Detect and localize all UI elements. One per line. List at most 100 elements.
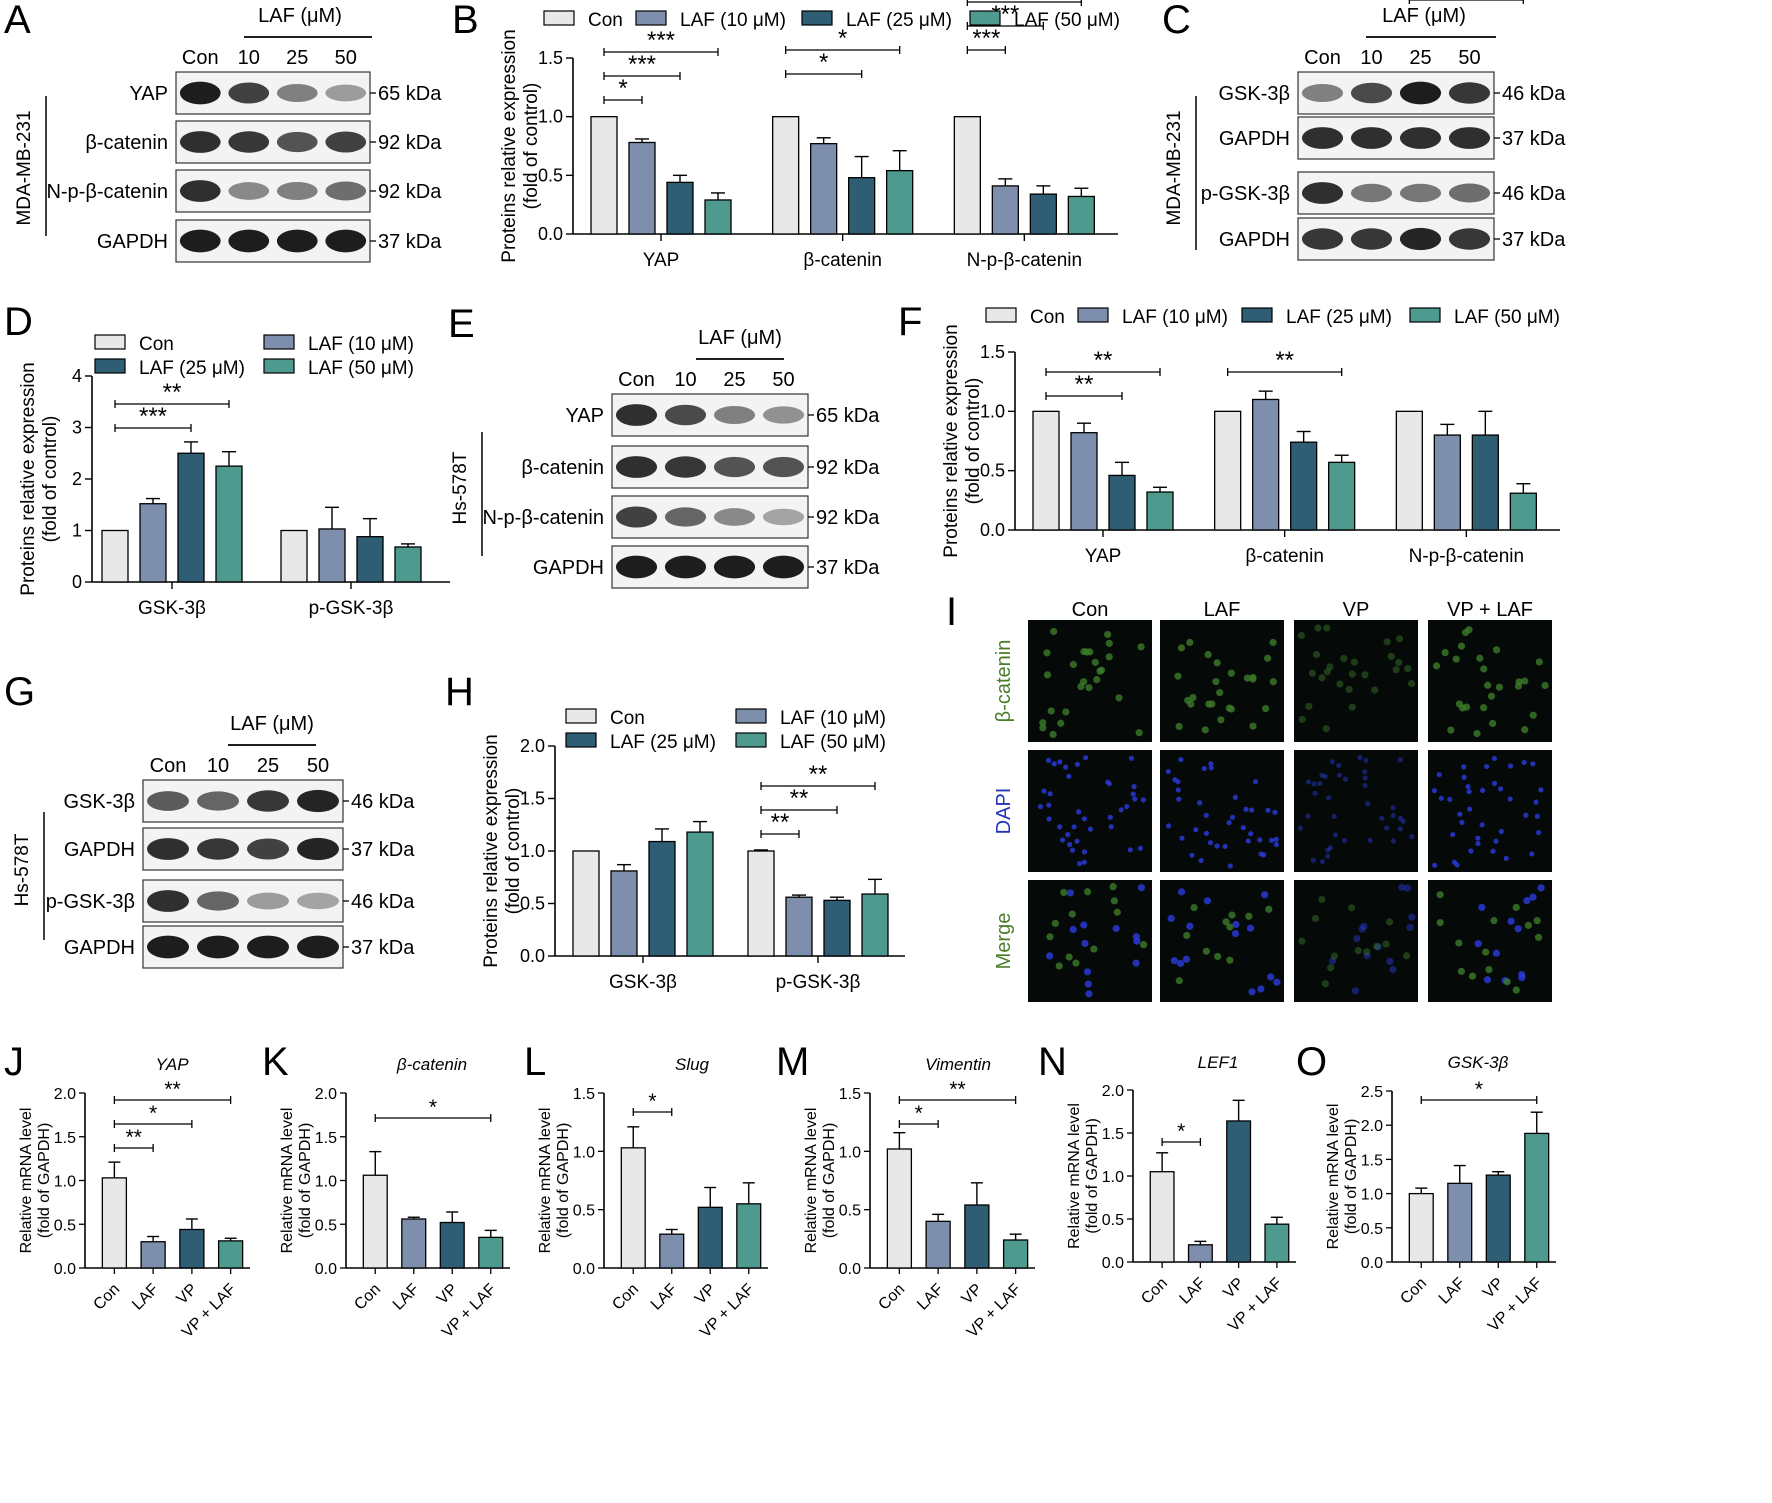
y-tick-label: 1.5 [538, 48, 563, 68]
blot-band [1301, 83, 1344, 103]
x-tick-label: Con [351, 1281, 384, 1314]
blot-band [1350, 127, 1393, 149]
panel-label-c: C [1162, 0, 1191, 42]
if-cell [1265, 807, 1271, 813]
if-cell [1358, 925, 1366, 933]
if-cell [1482, 948, 1490, 956]
if-cell [1354, 947, 1362, 955]
bar [1433, 434, 1461, 531]
if-cell [1272, 809, 1278, 815]
row-label: β-catenin [521, 457, 604, 479]
if-cell [1478, 903, 1486, 911]
if-cell [1081, 849, 1088, 855]
if-cell [1512, 903, 1520, 912]
if-cell [1323, 668, 1331, 676]
sig-label: ** [1094, 347, 1113, 374]
if-cell [1487, 692, 1496, 700]
y-axis-label: Relative mRNA level [537, 1108, 554, 1254]
y-tick-label: 0.0 [520, 946, 545, 966]
if-cell [1514, 925, 1522, 933]
bar [1264, 1223, 1290, 1263]
if-cell [1402, 952, 1411, 960]
if-cell [1077, 682, 1085, 691]
bar [686, 831, 714, 957]
row-label: GAPDH [1219, 128, 1290, 150]
panel-label-i: I [946, 590, 958, 634]
if-cell [1051, 919, 1059, 928]
if-cell [1450, 831, 1456, 838]
x-tick-label: VP [1480, 1275, 1507, 1302]
if-cell [1521, 677, 1529, 685]
if-cell [1490, 917, 1498, 925]
if-cell [1229, 814, 1236, 820]
y-axis-label: Relative mRNA level [1066, 1103, 1083, 1249]
if-cell [1480, 665, 1488, 673]
if-cell [1176, 796, 1182, 802]
if-cell [1387, 652, 1395, 660]
if-cell [1529, 893, 1537, 901]
y-axis-label: (fold of control) [40, 416, 61, 543]
y-axis-label: (fold of GAPDH) [36, 1123, 53, 1239]
if-cell [1175, 722, 1183, 731]
if-cell [1118, 807, 1124, 813]
if-cell [1305, 779, 1312, 785]
y-axis-label: Relative mRNA level [803, 1108, 820, 1254]
if-cell [1362, 782, 1368, 789]
if-cell [1124, 803, 1130, 810]
if-cell [1297, 631, 1306, 640]
sig-label: * [618, 75, 627, 102]
if-cell [1382, 940, 1390, 948]
if-cell [1140, 797, 1146, 803]
if-cell [1257, 985, 1265, 993]
if-cell [1503, 855, 1509, 861]
y-tick-label: 0.0 [538, 224, 563, 244]
panel-label-g: G [4, 670, 36, 714]
panel-label-m: M [776, 1040, 810, 1084]
if-cell [1201, 726, 1209, 734]
y-tick-label: 0 [72, 572, 82, 592]
y-axis-label: Relative mRNA level [279, 1108, 296, 1254]
chart-title: Vimentin [925, 1055, 991, 1074]
if-cell [1468, 848, 1474, 854]
kda-label: 37 kDa [351, 937, 415, 959]
y-axis-label: (fold of control) [521, 83, 542, 210]
chart-m: 0.0 0.5 1.0 1.5 Relative mRNA level (fold of … [803, 1055, 1035, 1341]
blot-band [228, 131, 270, 153]
if-cell [1085, 684, 1093, 692]
if-cell [1491, 780, 1498, 786]
panel-label-j: J [4, 1040, 24, 1084]
if-cell [1232, 794, 1239, 800]
sig-label: ** [163, 379, 182, 406]
if-cell [1130, 791, 1136, 797]
if-cell [1264, 654, 1272, 662]
if-cell [1328, 957, 1337, 965]
if-cell [1498, 828, 1504, 835]
if-cell [1452, 655, 1460, 663]
row-label: GAPDH [533, 557, 604, 579]
if-cell [1473, 729, 1481, 738]
if-cell [1451, 859, 1458, 865]
legend-swatch [635, 10, 667, 26]
bar [401, 1218, 427, 1269]
if-cell [1523, 812, 1529, 818]
if-cell [1041, 788, 1047, 794]
chart-n: 0.0 0.5 1.0 1.5 2.0 Relative mRNA level (fold … [1066, 1053, 1296, 1335]
if-cell [1512, 986, 1520, 994]
if-cell [1360, 922, 1368, 930]
if-cell [1365, 801, 1371, 807]
blot-band [1448, 127, 1491, 149]
legend-swatch [801, 10, 833, 26]
if-cell [1390, 812, 1396, 819]
bar [139, 503, 167, 583]
if-cell [1074, 838, 1080, 844]
blot-band [615, 555, 658, 579]
if-cell [1045, 757, 1052, 763]
y-axis-label: Relative mRNA level [18, 1108, 35, 1254]
y-tick-label: 1.5 [1361, 1152, 1383, 1169]
blot-band [1350, 228, 1393, 250]
if-cell [1232, 920, 1240, 929]
lane-label: Con [150, 755, 187, 777]
y-axis-label: (fold of GAPDH) [1084, 1118, 1101, 1234]
if-cell [1407, 680, 1416, 688]
if-cell [1248, 988, 1256, 996]
